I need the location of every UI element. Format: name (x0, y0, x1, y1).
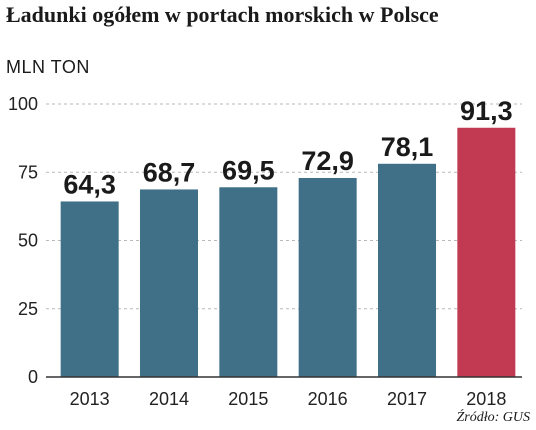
y-tick-label: 75 (18, 162, 38, 182)
y-tick-label: 100 (8, 94, 38, 114)
chart-subtitle: MLN TON (6, 57, 90, 77)
x-tick-label: 2015 (228, 389, 268, 409)
x-tick-label: 2013 (70, 389, 110, 409)
x-tick-label: 2017 (387, 389, 427, 409)
bar (140, 189, 198, 377)
data-label: 72,9 (301, 146, 354, 176)
data-label: 78,1 (381, 132, 434, 162)
bar (378, 163, 436, 377)
bar (219, 187, 278, 377)
y-tick-label: 25 (18, 299, 38, 319)
bar (298, 177, 357, 377)
bar (457, 127, 516, 377)
bar (60, 201, 119, 377)
y-tick-label: 50 (18, 231, 38, 251)
x-tick-label: 2016 (308, 389, 348, 409)
x-tick-label: 2014 (149, 389, 189, 409)
chart-title: Ładunki ogółem w portach morskich w Pols… (6, 2, 439, 27)
x-tick-label: 2018 (466, 389, 506, 409)
data-label: 69,5 (222, 155, 275, 185)
data-label: 64,3 (63, 169, 116, 199)
data-label: 91,3 (460, 96, 513, 126)
data-label: 68,7 (143, 157, 196, 187)
source-note: Źródło: GUS (456, 410, 530, 425)
y-tick-label: 0 (28, 367, 38, 387)
